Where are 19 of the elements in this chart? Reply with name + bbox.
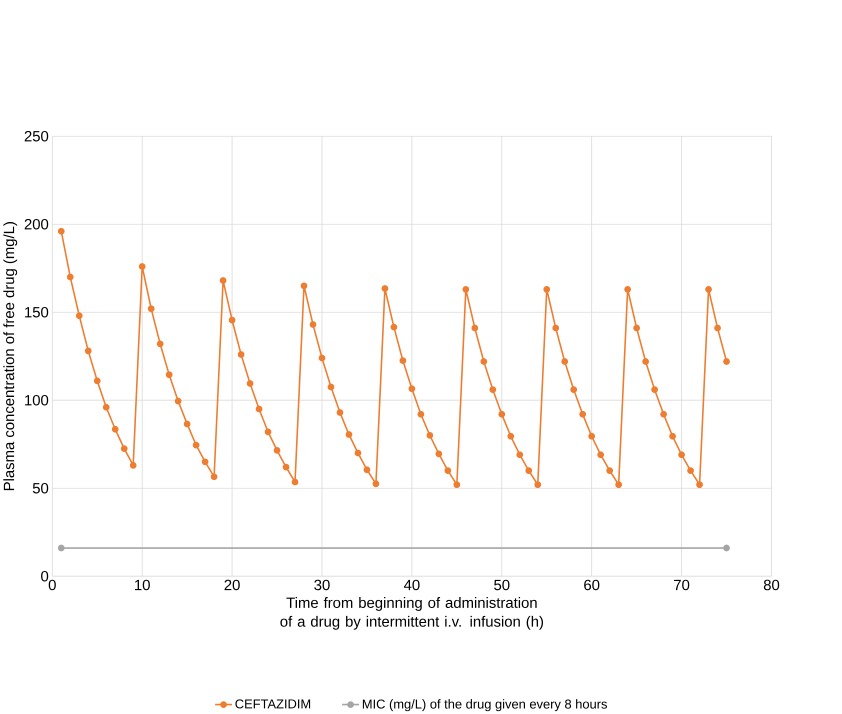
- x-tick-label: 10: [135, 580, 150, 590]
- x-tick-label: 40: [404, 580, 420, 590]
- y-tick-label: 0: [41, 570, 48, 582]
- x-tick-label: 80: [764, 580, 780, 590]
- x-tick-label: 30: [314, 580, 330, 590]
- x-axis-title: Time from beginning of administration of a drug by intermittent i.v. infusion (h): [280, 597, 544, 630]
- y-tick-label: 150: [25, 306, 48, 318]
- x-tick-label: 0: [48, 580, 56, 590]
- y-tick-label: 50: [32, 482, 48, 494]
- y-tick-label: 200: [24, 218, 48, 230]
- y-tick-label: 100: [25, 394, 48, 406]
- legend-label: MIC (mg/L) of the drug given every 8 hours: [362, 699, 607, 712]
- x-tick-label: 20: [224, 580, 240, 590]
- x-tick-label: 70: [674, 580, 690, 590]
- y-axis-title: Plasma concentration of free drug (mg/L): [3, 222, 18, 490]
- x-tick-label: 60: [584, 580, 600, 590]
- x-tick-label: 50: [494, 580, 510, 590]
- legend-label: CEFTAZIDIM: [235, 699, 310, 708]
- y-tick-label: 250: [24, 130, 48, 142]
